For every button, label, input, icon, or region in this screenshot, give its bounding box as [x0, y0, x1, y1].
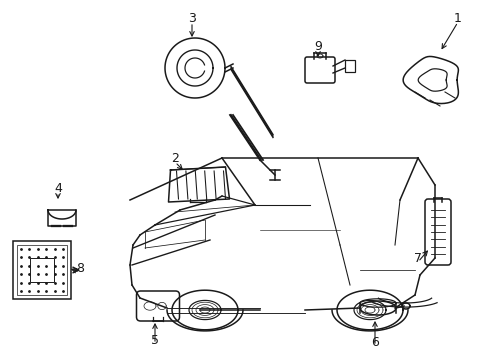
Text: 4: 4 — [54, 181, 62, 194]
Bar — [17, 245, 67, 295]
Text: 6: 6 — [370, 336, 378, 348]
Bar — [13, 241, 71, 299]
Text: 3: 3 — [188, 12, 196, 24]
Text: 2: 2 — [171, 152, 179, 165]
Text: 9: 9 — [313, 40, 321, 53]
Text: 7: 7 — [413, 252, 421, 265]
Bar — [30, 258, 54, 282]
Text: 1: 1 — [453, 12, 461, 24]
Text: 8: 8 — [76, 261, 84, 274]
Bar — [345, 60, 354, 72]
Text: 5: 5 — [151, 333, 159, 346]
